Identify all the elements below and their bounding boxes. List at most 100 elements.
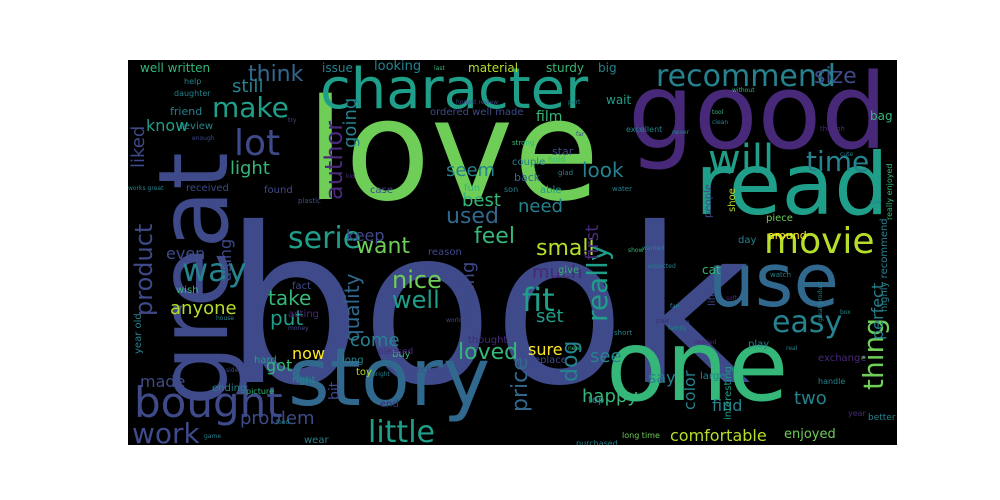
word-buy: buy (392, 349, 411, 360)
word-one: one (606, 310, 789, 424)
word-way: way (182, 251, 247, 289)
word-piece: piece (766, 213, 793, 224)
word-ending: ending (212, 383, 247, 394)
word-watch: watch (770, 271, 792, 279)
word-purchase: purchase (404, 365, 450, 376)
word-little: little (368, 415, 435, 446)
word-box: box (840, 309, 851, 316)
word-seem: seem (446, 160, 496, 181)
word-clean: clean (712, 119, 729, 126)
word-needed: needed (694, 339, 717, 346)
word-wish: wish (176, 285, 199, 296)
word-glad: glad (558, 169, 574, 177)
word-food: food (276, 419, 290, 426)
word-loved: loved (458, 340, 519, 365)
word-play: play (748, 339, 770, 350)
word-put: put (270, 306, 304, 330)
word-come: come (350, 330, 400, 351)
word-long: long (342, 355, 364, 366)
word-honest-review: honest review (456, 99, 499, 106)
word-want: want (356, 234, 411, 259)
word-find: find (712, 396, 743, 415)
word-without: without (732, 87, 755, 94)
word-reason: reason (428, 247, 462, 258)
word-fan: fan (670, 303, 680, 310)
word-far: far (576, 131, 585, 138)
word-price: price (508, 357, 533, 412)
word-end: end (380, 399, 399, 410)
word-material: material (468, 61, 519, 75)
word-best: best (462, 190, 501, 211)
word-nice: nice (392, 266, 442, 294)
word-received: received (186, 183, 229, 194)
word-ordered-well-made: ordered well made (430, 107, 524, 118)
word-need: need (518, 196, 563, 217)
word-never: never (672, 129, 690, 136)
word-really-enjoyed: really enjoyed (885, 163, 894, 220)
word-sure: sure (528, 340, 563, 359)
word-made: made (140, 372, 186, 391)
word-light: light (230, 158, 270, 179)
word-time: time (806, 145, 870, 178)
word-love: love (306, 70, 600, 233)
word-friend: friend (170, 105, 203, 118)
word-film: film (536, 109, 563, 125)
word-anyone: anyone (170, 298, 237, 319)
word-fit: fit (522, 281, 555, 319)
word-now: now (292, 344, 326, 363)
word-able: able (540, 185, 562, 196)
word-highly-recommend: highly recommend (879, 218, 890, 312)
word-strong: strong (512, 139, 535, 147)
word-exchange: exchange (818, 353, 867, 364)
word-big: big (598, 61, 617, 75)
word-hold: hold (548, 155, 566, 164)
word-world: world (446, 317, 463, 324)
word-year-old: year old (133, 313, 144, 354)
word-lot: lot (234, 123, 281, 164)
word-color: color (680, 370, 699, 410)
word-see: see (590, 346, 622, 367)
word-will: will (708, 137, 775, 183)
word-enough: enough (192, 135, 215, 142)
word-tool: tool (712, 109, 724, 116)
word-long-time: long time (622, 431, 660, 440)
word-size: size (814, 64, 857, 89)
word-hard: hard (254, 355, 277, 366)
word-character: character (320, 60, 589, 122)
word-toy: toy (356, 367, 372, 378)
word-year: year (848, 409, 866, 418)
word-two: two (794, 388, 827, 409)
word-take: take (268, 286, 312, 310)
word-show: show (628, 247, 644, 254)
word-liked: liked (128, 125, 149, 168)
word-feel: feel (474, 224, 515, 249)
word-product: product (130, 223, 158, 316)
word-kid: kid (346, 173, 355, 180)
word-even: even (166, 244, 206, 263)
word-book: book (224, 182, 751, 433)
word-looking: looking (374, 60, 422, 74)
word-interesting: interesting (723, 366, 734, 420)
word-comfortable: comfortable (670, 426, 767, 445)
word-set: set (536, 306, 564, 327)
word-know: know (146, 116, 189, 135)
word-star: star (552, 145, 574, 158)
word-top: top (588, 395, 605, 406)
word-wear: wear (304, 435, 329, 446)
word-issue: issue (322, 61, 353, 75)
word-daughter: daughter (174, 89, 211, 98)
word-expected: expected (648, 263, 676, 270)
word-pair: pair (656, 317, 670, 325)
word-back: back (514, 171, 541, 184)
word-first: first (582, 224, 603, 260)
word-side: side (226, 367, 239, 374)
word-story: story (288, 331, 491, 424)
word-great-product: great product (817, 281, 824, 322)
word-cat: cat (702, 263, 721, 277)
word-acting: acting (288, 309, 320, 320)
word-game: game (204, 433, 222, 440)
word-used: used (446, 204, 499, 229)
word-new: new (568, 345, 581, 352)
word-family: family (668, 325, 687, 332)
word-case: case (370, 185, 393, 196)
